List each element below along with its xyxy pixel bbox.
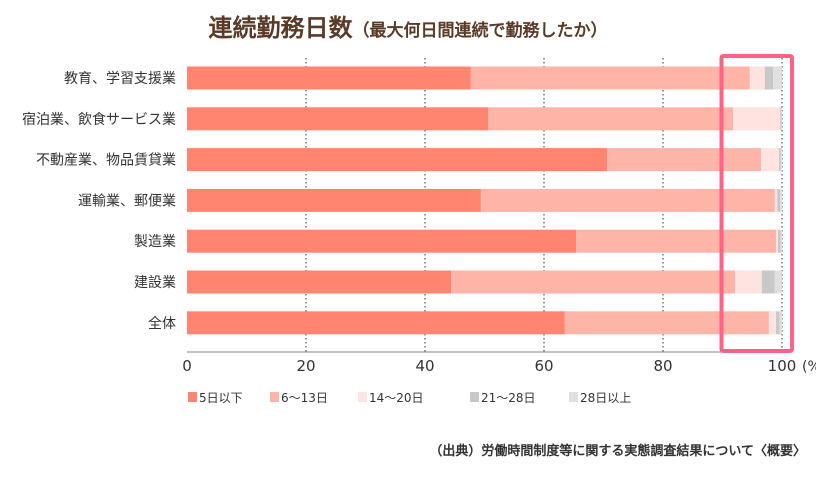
bar-segment xyxy=(187,270,452,294)
bar-segment xyxy=(777,229,781,253)
chart-title: 連続勤務日数（最大何日間連続で勤務したか） xyxy=(0,8,816,43)
bar-segment xyxy=(781,107,782,131)
bar-segment xyxy=(779,311,782,335)
bar-segment xyxy=(187,311,565,335)
legend-label: 5日以下 xyxy=(199,391,243,405)
bar-segment xyxy=(774,188,778,212)
bar-segment xyxy=(768,311,777,335)
bar-segment xyxy=(773,66,782,90)
bar-segment xyxy=(780,229,782,253)
legend-label: 21〜28日 xyxy=(481,391,536,405)
bar-segment xyxy=(187,107,489,131)
legend-label: 6〜13日 xyxy=(281,391,328,405)
bar-segment xyxy=(733,107,781,131)
legend-swatch xyxy=(569,392,578,402)
bar-segment xyxy=(187,229,577,253)
bar-segment xyxy=(488,107,734,131)
bar-segment xyxy=(470,66,750,90)
category-label: 宿泊業、飲食サービス業 xyxy=(22,111,176,128)
legend-swatch xyxy=(470,392,479,402)
bar-segment xyxy=(761,148,780,172)
category-label: 教育、学習支援業 xyxy=(64,71,176,87)
x-tick-label: 40 xyxy=(415,357,434,375)
bar-segment xyxy=(187,188,481,212)
unit-label: (%) xyxy=(802,359,816,375)
legend-swatch xyxy=(358,392,367,402)
bar-segment xyxy=(776,311,780,335)
bar-segment xyxy=(779,148,781,172)
bar-segment xyxy=(761,270,775,294)
source-note: （出典）労働時間制度等に関する実態調査結果について〈概要〉 xyxy=(429,444,806,459)
category-label: 運輸業、郵便業 xyxy=(78,193,176,209)
category-label: 製造業 xyxy=(134,234,176,250)
bar-segment xyxy=(564,311,769,335)
x-tick-label: 0 xyxy=(182,357,192,375)
legend-swatch xyxy=(188,392,197,402)
x-tick-label: 80 xyxy=(653,357,672,375)
bar-segment xyxy=(764,66,774,90)
bar-segment xyxy=(451,270,735,294)
category-label: 建設業 xyxy=(134,275,176,291)
x-tick-label: 20 xyxy=(296,357,315,375)
bar-segment xyxy=(187,148,608,172)
bar-segment xyxy=(780,148,782,172)
bar-segment xyxy=(780,107,782,131)
category-label: 全体 xyxy=(148,315,176,332)
legend-label: 14〜20日 xyxy=(369,391,424,405)
bar-segment xyxy=(576,229,777,253)
bar-segment xyxy=(774,270,782,294)
legend-label: 28日以上 xyxy=(580,391,631,405)
title-subtitle: （最大何日間連続で勤務したか） xyxy=(352,21,608,41)
bar-segment xyxy=(480,188,775,212)
bar-segment xyxy=(780,188,782,212)
bar-segment xyxy=(776,229,778,253)
category-label: 不動産業、物品賃貸業 xyxy=(36,153,176,169)
bar-segment xyxy=(749,66,765,90)
highlight-box xyxy=(719,54,794,353)
title-main: 連続勤務日数 xyxy=(208,14,353,42)
bar-segment xyxy=(777,188,781,212)
bar-segment xyxy=(734,270,762,294)
bar-segment xyxy=(607,148,762,172)
bar-segment xyxy=(187,66,471,90)
x-tick-label: 100 xyxy=(768,357,797,375)
x-tick-label: 60 xyxy=(534,357,553,375)
legend-swatch xyxy=(270,392,279,402)
